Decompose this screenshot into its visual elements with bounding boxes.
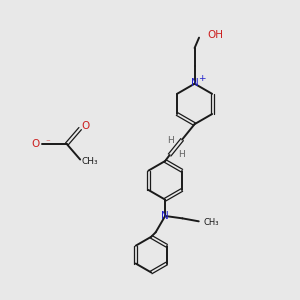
Text: N: N — [161, 211, 169, 221]
Text: CH₃: CH₃ — [203, 218, 219, 227]
Text: ⁻: ⁻ — [46, 139, 50, 148]
Text: +: + — [198, 74, 206, 83]
Text: N: N — [191, 78, 199, 88]
Text: O: O — [32, 139, 40, 149]
Text: O: O — [82, 121, 90, 131]
Text: OH: OH — [207, 30, 224, 40]
Text: CH₃: CH₃ — [82, 158, 98, 166]
Text: H: H — [167, 136, 174, 145]
Text: H: H — [178, 150, 185, 159]
